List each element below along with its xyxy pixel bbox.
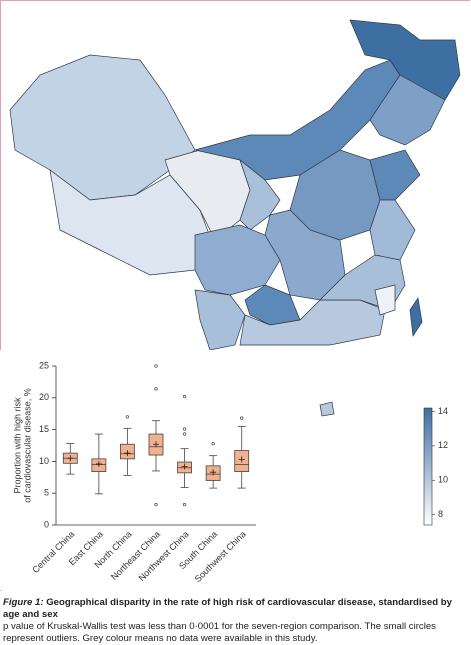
colorbar-tick-label: 12 [438,440,448,450]
mean [210,469,217,476]
colorbar-scale [423,407,433,526]
caption-label: Figure 1: [3,597,44,608]
region [319,401,335,417]
region [409,297,423,338]
y-tick-label: 5 [44,488,49,498]
caption: Figure 1: Geographical disparity in the … [3,597,469,645]
y-tick-label: 0 [44,519,49,529]
mean [238,456,245,463]
colorbar-tick-label: 14 [438,406,448,416]
map [9,19,461,417]
y-tick-label: 25 [39,360,49,370]
outlier [182,394,187,399]
colorbar-tick-label: 8 [438,509,443,519]
y-axis-label: of cardiovascular disease, % [22,388,32,503]
caption-title-text: Geographical disparity in the rate of hi… [3,597,452,620]
y-tick-label: 10 [39,456,49,466]
outlier [154,364,158,368]
outlier [125,415,130,419]
region [194,289,246,351]
region [369,74,446,146]
y-tick-label: 20 [39,392,49,402]
y-axis-label: Proportion with high risk [12,397,22,494]
outlier [182,432,187,436]
region [239,158,281,231]
outlier [182,502,187,507]
mean [95,460,102,467]
outlier [154,502,158,507]
colorbar: 8 10 12 14 [423,406,448,526]
mean [153,441,159,448]
region [374,284,396,316]
y-tick-label: 15 [39,424,49,434]
region [369,199,416,261]
figure-frame [0,0,470,591]
outlier [154,387,158,391]
figure: 0 5 10 15 20 25 Proportion with high risk of ca… [9,19,461,585]
outlier [240,416,244,420]
colorbar-tick-label: 10 [438,475,448,485]
outlier [211,441,215,446]
mean [124,450,131,457]
region [369,149,421,201]
caption-title: Figure 1: Geographical disparity in the … [3,597,452,620]
mean [181,463,188,470]
outlier [182,427,187,431]
caption-text: p value of Kruskal-Wallis test was less … [3,621,436,644]
mean [67,455,74,462]
